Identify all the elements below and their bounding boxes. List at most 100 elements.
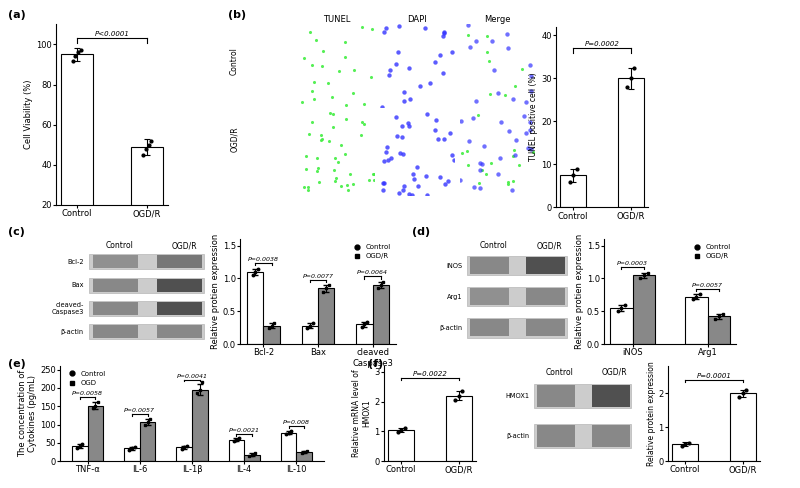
- Text: P=0.0021: P=0.0021: [229, 428, 260, 433]
- Point: [525, 144, 538, 152]
- Text: P=0.0041: P=0.0041: [177, 374, 207, 379]
- Point: [513, 162, 526, 169]
- Point: [461, 147, 474, 155]
- Point: [429, 126, 442, 134]
- Point: [380, 148, 393, 156]
- Point: [392, 189, 405, 197]
- Text: P=0.0077: P=0.0077: [302, 274, 334, 279]
- Bar: [467, 287, 567, 306]
- Bar: [176, 447, 192, 461]
- Point: [492, 170, 505, 178]
- Point: [434, 51, 446, 59]
- Point: [383, 66, 396, 74]
- Point: [338, 150, 351, 158]
- Bar: [229, 440, 244, 461]
- Bar: [388, 430, 414, 461]
- Text: β-actin: β-actin: [61, 329, 84, 335]
- Bar: [467, 318, 567, 338]
- Bar: [89, 254, 204, 269]
- Bar: [526, 288, 566, 305]
- Text: DAPI: DAPI: [407, 15, 427, 23]
- Point: [403, 190, 416, 198]
- Legend: Control, OGD/R: Control, OGD/R: [689, 243, 733, 261]
- Text: P=0.008: P=0.008: [283, 421, 310, 426]
- Point: [525, 72, 538, 80]
- Point: [524, 61, 537, 68]
- Point: [326, 110, 339, 118]
- Point: [358, 121, 370, 128]
- Point: [302, 183, 314, 191]
- Point: [396, 133, 409, 141]
- Point: [475, 160, 488, 168]
- Bar: [685, 297, 707, 344]
- Text: cleaved-
Caspase3: cleaved- Caspase3: [51, 302, 84, 315]
- Point: [338, 39, 351, 46]
- Bar: [537, 385, 575, 407]
- Bar: [534, 384, 631, 408]
- Text: P=0.0003: P=0.0003: [617, 261, 648, 266]
- Bar: [72, 446, 88, 461]
- Bar: [526, 257, 566, 274]
- Y-axis label: TUNEL positive cell (%): TUNEL positive cell (%): [530, 73, 538, 162]
- Point: [447, 156, 460, 164]
- Bar: [356, 325, 373, 344]
- Point: [525, 87, 538, 95]
- Point: [329, 154, 342, 162]
- Point: [329, 177, 342, 185]
- Point: [406, 170, 419, 178]
- Bar: [446, 396, 472, 461]
- Bar: [158, 302, 202, 315]
- Point: [302, 186, 314, 194]
- Point: [377, 186, 390, 194]
- Point: [509, 136, 522, 144]
- Point: [410, 163, 423, 170]
- Point: [330, 174, 342, 182]
- Point: [334, 182, 347, 190]
- Point: [393, 149, 406, 157]
- Point: [404, 95, 417, 102]
- Text: Control: Control: [479, 241, 507, 250]
- Point: [355, 23, 368, 31]
- Point: [421, 110, 434, 118]
- Point: [484, 90, 497, 98]
- Point: [462, 21, 475, 29]
- Point: [390, 113, 403, 121]
- Point: [299, 152, 312, 160]
- Point: [518, 112, 530, 120]
- Point: [367, 176, 380, 184]
- Point: [324, 109, 337, 117]
- Point: [304, 28, 317, 36]
- Point: [378, 28, 390, 36]
- Point: [478, 142, 490, 150]
- Bar: [672, 444, 698, 461]
- Point: [342, 186, 354, 194]
- Bar: [470, 288, 509, 305]
- Point: [315, 135, 328, 143]
- Point: [442, 177, 454, 185]
- Text: P=0.0057: P=0.0057: [124, 408, 155, 413]
- Point: [322, 79, 334, 87]
- Bar: [302, 325, 318, 344]
- Bar: [592, 385, 630, 407]
- Point: [463, 138, 476, 145]
- Bar: [318, 288, 334, 344]
- Bar: [158, 255, 202, 268]
- Y-axis label: Relative protein expression: Relative protein expression: [647, 361, 656, 466]
- Point: [295, 98, 308, 106]
- Y-axis label: Relative mRNA level of
HMOX1: Relative mRNA level of HMOX1: [352, 370, 372, 457]
- Point: [470, 37, 482, 44]
- Bar: [131, 147, 163, 245]
- Bar: [93, 255, 138, 268]
- Bar: [89, 324, 204, 339]
- Point: [376, 179, 389, 187]
- Point: [487, 66, 500, 74]
- Point: [419, 24, 432, 32]
- Point: [483, 57, 496, 64]
- Point: [299, 165, 312, 173]
- Point: [494, 154, 506, 162]
- Bar: [470, 319, 509, 336]
- Legend: Control, OGD/R: Control, OGD/R: [349, 243, 393, 261]
- Bar: [467, 256, 567, 275]
- Bar: [93, 325, 138, 338]
- Point: [480, 32, 493, 40]
